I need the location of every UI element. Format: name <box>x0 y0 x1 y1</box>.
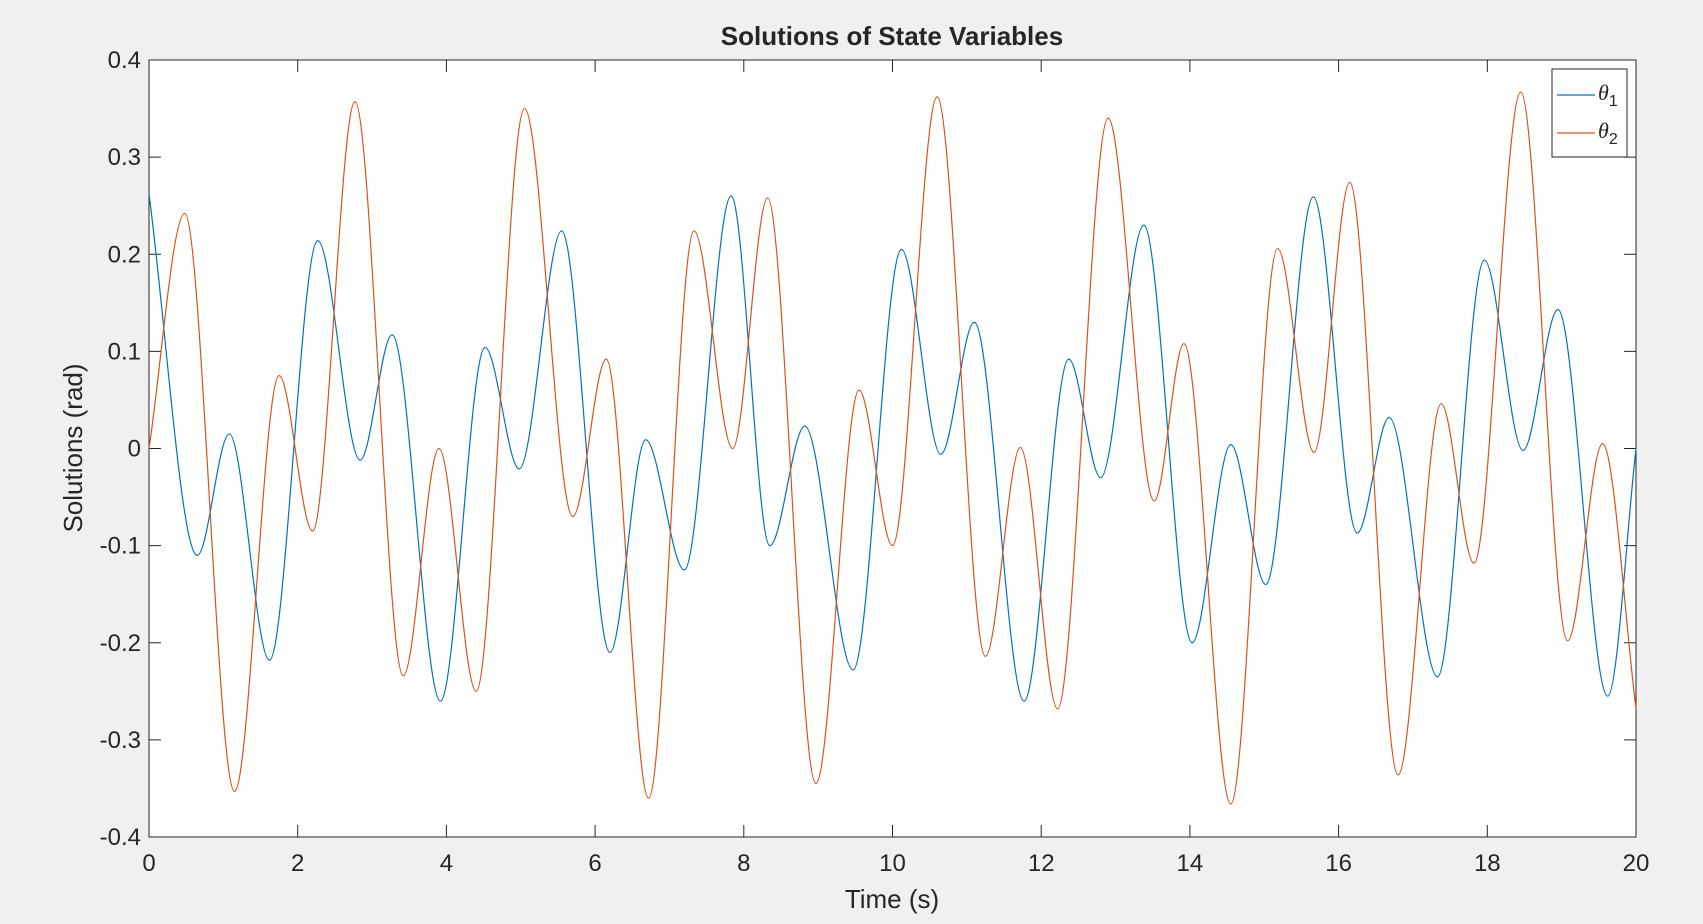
y-tick-label: -0.1 <box>100 533 141 560</box>
y-tick-label: 0.4 <box>108 47 141 74</box>
y-tick-label: 0.2 <box>108 241 141 268</box>
plot-area <box>148 59 1637 838</box>
series-line-theta-2 <box>148 91 1637 805</box>
x-tick-label: 2 <box>291 850 304 877</box>
x-tick-label: 6 <box>588 850 601 877</box>
x-tick-label: 10 <box>879 850 906 877</box>
y-axis-label: Solutions (rad) <box>58 363 88 532</box>
x-tick-label: 4 <box>440 850 453 877</box>
y-tick-label: -0.2 <box>100 630 141 657</box>
y-tick-label: -0.4 <box>100 824 141 851</box>
x-tick-label: 20 <box>1623 850 1650 877</box>
legend-box <box>1551 68 1628 158</box>
legend-symbol: θ <box>1598 118 1609 143</box>
series-line-theta-1 <box>148 193 1637 702</box>
legend-symbol: θ <box>1598 80 1609 105</box>
legend-subscript: 2 <box>1609 131 1618 148</box>
x-axis-label: Time (s) <box>845 884 939 914</box>
axis-tick-labels: 0 2 4 6 8 10 12 14 16 18 20-0.4-0.3-0.2-0.100.10.2… <box>100 47 1650 877</box>
x-tick-label: 16 <box>1325 850 1352 877</box>
y-tick-label: -0.3 <box>100 727 141 754</box>
x-tick-label: 0 <box>142 850 155 877</box>
x-tick-label: 8 <box>737 850 750 877</box>
y-tick-label: 0.3 <box>108 144 141 171</box>
legend: θ1 θ2 <box>1551 68 1628 158</box>
x-tick-label: 14 <box>1177 850 1204 877</box>
y-tick-label: 0.1 <box>108 338 141 365</box>
legend-label-theta-1: θ1 <box>1598 80 1618 110</box>
legend-label-theta-2: θ2 <box>1598 118 1618 148</box>
series-layer <box>148 91 1637 805</box>
legend-subscript: 1 <box>1609 93 1618 110</box>
x-tick-label: 12 <box>1028 850 1055 877</box>
x-tick-label: 18 <box>1474 850 1501 877</box>
axis-ticks <box>148 59 1637 838</box>
y-tick-label: 0 <box>128 436 141 463</box>
chart-title: Solutions of State Variables <box>721 21 1063 51</box>
